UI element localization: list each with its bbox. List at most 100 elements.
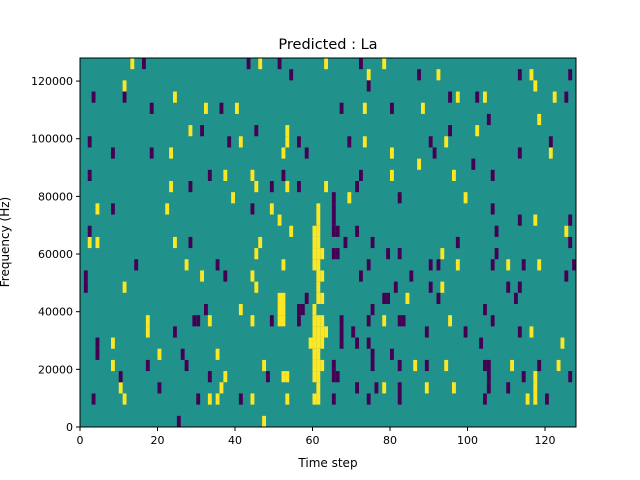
heatmap-cell-high (533, 371, 538, 383)
heatmap-cell-low (517, 326, 522, 338)
heatmap-cell-low (506, 281, 511, 293)
heatmap-cell-high (184, 259, 189, 271)
heatmap-cell-low (118, 371, 123, 383)
heatmap-cell-high (95, 236, 100, 249)
heatmap-cell-low (176, 415, 181, 427)
heatmap-cell-high (188, 125, 193, 137)
heatmap-cell-high (316, 270, 321, 282)
heatmap-cell-low (215, 259, 220, 271)
heatmap-cell-high (308, 337, 313, 349)
heatmap-cell-high (316, 281, 321, 293)
heatmap-cell-low (568, 214, 573, 226)
heatmap-cell-high (390, 169, 394, 181)
heatmap-cell-low (339, 337, 344, 349)
heatmap-cell-low (87, 136, 92, 148)
heatmap-cell-low (517, 147, 522, 159)
heatmap-cell-high (440, 281, 445, 293)
heatmap-cell-high (316, 337, 321, 349)
heatmap-cell-low (200, 125, 205, 137)
heatmap-cell-low (417, 69, 422, 81)
heatmap-cell-high (223, 371, 228, 383)
y-tick-label: 0 (66, 421, 73, 434)
heatmap-cell-high (312, 225, 317, 237)
heatmap-cell-high (258, 236, 263, 249)
heatmap-cell-high (390, 147, 394, 159)
heatmap-cell-high (87, 236, 92, 249)
heatmap-cell-high (145, 315, 150, 327)
heatmap-cell-high (444, 359, 449, 372)
heatmap-cell-high (312, 359, 317, 372)
heatmap-cell-low (219, 102, 224, 114)
heatmap-cell-low (351, 326, 356, 338)
heatmap-cell-high (537, 113, 542, 126)
heatmap-cell-low (436, 292, 441, 304)
heatmap-cell-low (111, 203, 115, 215)
heatmap-cell-low (483, 304, 487, 316)
heatmap-cell-low (204, 304, 208, 316)
heatmap-cell-low (331, 248, 336, 260)
heatmap-cell-high (173, 236, 177, 249)
axes: 0 20 40 60 80 100 120 0 20000 40000 60000 80000 1000… (31, 57, 577, 447)
heatmap-cell-low (297, 304, 301, 316)
heatmap-cell-low (486, 382, 491, 394)
heatmap-cell-high (258, 58, 263, 70)
heatmap-cell-high (320, 337, 325, 349)
heatmap-cell-high (238, 136, 243, 148)
heatmap-cell-low (223, 270, 228, 282)
heatmap-cell-low (486, 359, 491, 372)
heatmap-cell-low (277, 58, 282, 70)
heatmap-cell-high (122, 281, 127, 293)
heatmap-cell-high (281, 315, 286, 327)
heatmap-cell-high (424, 382, 429, 394)
heatmap-cell-low (196, 393, 201, 405)
heatmap-cell-high (285, 181, 290, 193)
heatmap-cell-low (266, 371, 270, 383)
heatmap-cell-low (238, 393, 243, 405)
heatmap-cell-high (529, 326, 534, 338)
heatmap-cell-low (122, 91, 127, 103)
heatmap-cell-low (145, 359, 150, 372)
heatmap-cell-high (250, 393, 255, 405)
heatmap-cell-high (556, 359, 561, 372)
heatmap-cell-low (335, 371, 340, 383)
heatmap-cell-high (254, 281, 259, 293)
heatmap-cell-high (417, 158, 422, 170)
heatmap-cell-low (304, 292, 309, 304)
heatmap-cell-high (165, 203, 170, 215)
heatmap-cell-high (362, 136, 367, 148)
heatmap-cell-high (564, 225, 569, 237)
heatmap-cell-low (386, 248, 391, 260)
heatmap-cell-low (366, 393, 371, 405)
heatmap-cell-high (510, 359, 515, 372)
heatmap-cell-low (87, 169, 92, 181)
heatmap-cell-low (521, 371, 526, 383)
x-tick-label: 80 (383, 434, 397, 447)
heatmap-cell-high (157, 348, 162, 360)
heatmap-cell-low (188, 236, 193, 249)
heatmap-cell-low (494, 248, 499, 260)
heatmap-cell-low (366, 259, 371, 271)
heatmap-cell-low (134, 259, 139, 271)
heatmap-cell-low (397, 359, 402, 372)
x-tick-label: 100 (457, 434, 478, 447)
heatmap-cell-high (262, 359, 267, 372)
heatmap-cell-low (564, 91, 569, 103)
heatmap-cell-low (397, 248, 402, 260)
heatmap-cell-high (316, 393, 321, 405)
heatmap-cell-low (359, 270, 363, 282)
heatmap-cell-low (207, 169, 212, 181)
heatmap-cell-high (281, 371, 286, 383)
heatmap-cell-high (262, 415, 267, 427)
heatmap-cell-high (452, 169, 456, 181)
heatmap-cell-high (250, 169, 255, 181)
heatmap-cell-high (122, 393, 127, 405)
y-tick-label: 40000 (38, 306, 73, 319)
heatmap-cell-low (494, 225, 499, 237)
heatmap-cell-high (277, 304, 282, 316)
heatmap-cell-low (297, 136, 301, 148)
heatmap-cell-low (397, 315, 402, 327)
heatmap-cell-low (455, 236, 460, 249)
heatmap-cell-low (490, 315, 495, 327)
heatmap-cell-low (196, 315, 201, 327)
